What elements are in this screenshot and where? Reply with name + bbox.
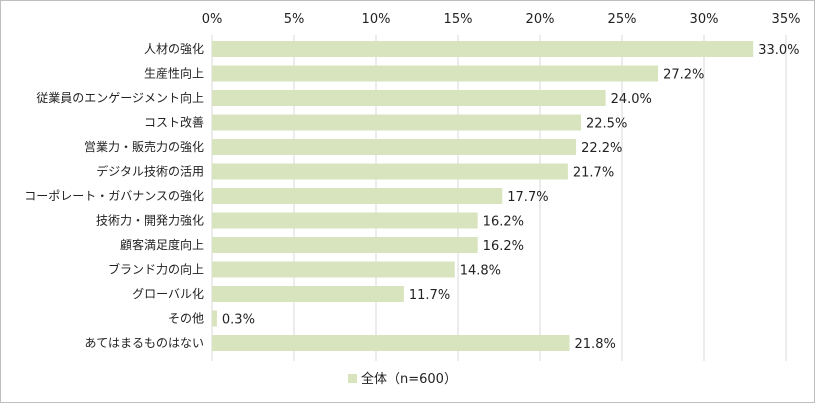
category-label: その他 <box>168 312 204 326</box>
category-label: デジタル技術の活用 <box>96 164 204 179</box>
bar <box>212 261 455 278</box>
x-tick-label: 5% <box>284 12 305 27</box>
data-label: 22.2% <box>581 141 622 156</box>
bar <box>212 212 478 229</box>
category-label: あてはまるものはない <box>84 336 204 350</box>
category-label: ブランド力の向上 <box>108 262 204 277</box>
category-label: 人材の強化 <box>144 42 204 56</box>
value-labels: 33.0% 27.2% 24.0% 22.5% 22.2% 21.7% 17.7% 16.2%… <box>222 43 800 352</box>
x-tick-label: 35% <box>772 12 801 27</box>
x-axis-ticks: 0% 5% 10% 15% 20% 25% 30% 35% <box>202 12 801 27</box>
data-label: 16.2% <box>483 215 524 230</box>
legend: 全体（n=600） <box>348 371 457 387</box>
bar <box>212 163 568 180</box>
category-label: 従業員のエンゲージメント向上 <box>36 90 204 105</box>
bar <box>212 41 754 57</box>
category-label: 生産性向上 <box>144 66 204 81</box>
bar <box>212 286 404 302</box>
x-tick-label: 20% <box>526 12 555 27</box>
bar <box>212 237 478 253</box>
data-label: 17.7% <box>507 190 548 205</box>
x-tick-label: 10% <box>362 12 391 27</box>
bar <box>212 90 606 106</box>
bar <box>212 335 570 351</box>
category-label: コーポレート・ガバナンスの強化 <box>24 189 204 203</box>
data-label: 16.2% <box>483 239 524 254</box>
category-label: 技術力・開発力強化 <box>96 214 204 228</box>
data-label: 11.7% <box>409 288 450 303</box>
bar <box>212 114 581 131</box>
category-label: 顧客満足度向上 <box>120 237 204 252</box>
bar <box>212 188 503 204</box>
category-labels: 人材の強化生産性向上従業員のエンゲージメント向上コスト改善営業力・販売力の強化デ… <box>24 42 204 350</box>
x-tick-label: 15% <box>444 12 473 27</box>
data-label: 22.5% <box>586 117 627 132</box>
data-label: 14.8% <box>460 264 501 279</box>
category-label: コスト改善 <box>144 115 204 130</box>
bar <box>212 139 577 155</box>
data-label: 33.0% <box>758 43 799 58</box>
bars <box>212 41 754 351</box>
data-label: 0.3% <box>222 313 255 328</box>
bar <box>212 65 659 82</box>
bar <box>212 310 217 327</box>
data-label: 21.7% <box>573 166 614 181</box>
category-label: グローバル化 <box>132 287 204 301</box>
legend-label: 全体（n=600） <box>361 371 457 387</box>
x-tick-label: 25% <box>608 12 637 27</box>
x-tick-label: 30% <box>690 12 719 27</box>
legend-swatch <box>348 374 357 383</box>
data-label: 21.8% <box>575 337 616 352</box>
x-tick-label: 0% <box>202 12 223 27</box>
data-label: 24.0% <box>611 92 652 107</box>
data-label: 27.2% <box>663 68 704 83</box>
category-label: 営業力・販売力の強化 <box>84 139 204 154</box>
